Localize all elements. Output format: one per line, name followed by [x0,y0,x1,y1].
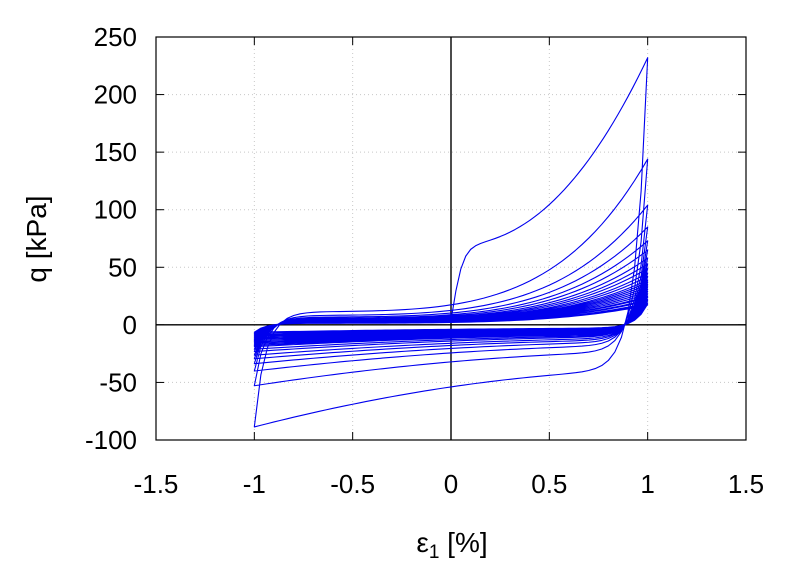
ticks [155,36,747,441]
y-tick-label: -50 [99,367,137,397]
x-axis-title-symbol: ε [416,527,428,558]
y-tick-label: 200 [94,80,137,110]
y-tick-label: 50 [108,252,137,282]
series [253,57,649,428]
x-tick-label: -0.5 [330,469,375,499]
x-tick-label: 1.5 [728,469,764,499]
hysteresis-series-line [253,57,649,428]
x-tick-label: -1.5 [134,469,179,499]
y-tick-label: 250 [94,22,137,52]
x-tick-label: -1 [243,469,266,499]
x-tick-label: 1 [640,469,654,499]
x-axis-title-subscript: 1 [429,542,440,562]
zero-lines [156,37,746,440]
x-tick-label: 0.5 [531,469,567,499]
y-tick-label: -100 [85,425,137,455]
y-tick-label: 0 [123,310,137,340]
x-tick-label: 0 [444,469,458,499]
y-tick-label: 150 [94,137,137,167]
y-tick-label: 100 [94,195,137,225]
tick-labels: -1.5 -1 -0.5 0 0.5 1 1.5 -100 -50 0 50 100 150 200 250 [85,22,764,499]
x-axis-title: ε1 [%] [416,527,487,562]
x-axis-title-unit: [%] [439,527,487,558]
y-axis-title: q [kPa] [21,195,52,282]
